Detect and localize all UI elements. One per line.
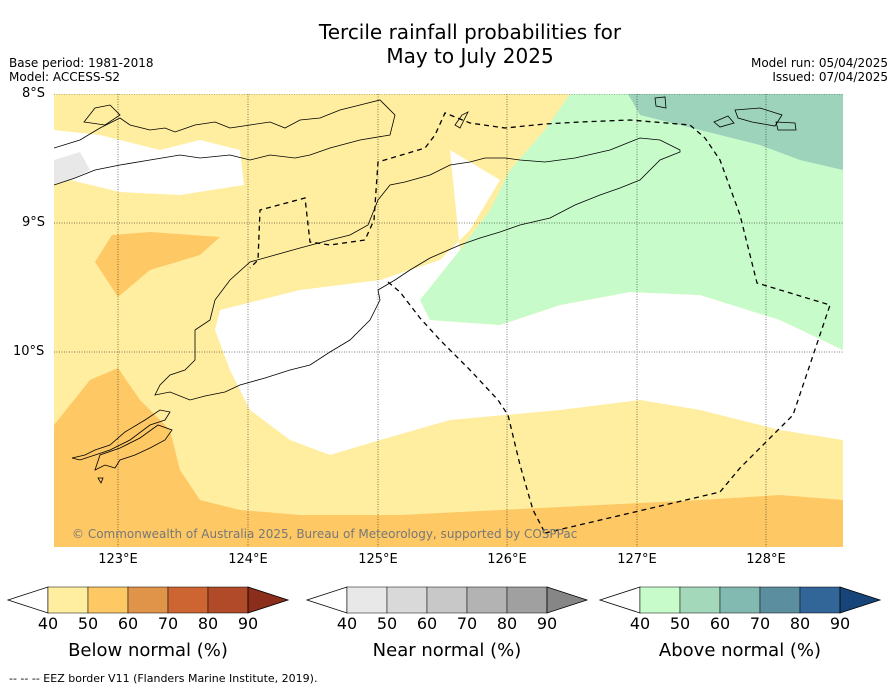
lon-label-126e: 126°E [487, 552, 527, 567]
near-tick-80: 80 [496, 614, 518, 633]
copyright-notice: © Commonwealth of Australia 2025, Bureau… [72, 527, 578, 541]
base-period: Base period: 1981-2018 [9, 56, 154, 70]
colorbar-above-normal [598, 586, 882, 614]
above-tick-70: 70 [749, 614, 771, 633]
no-dominant-region [215, 150, 843, 455]
above-normal-title: Above normal (%) [658, 640, 822, 661]
below-tick-70: 70 [157, 614, 179, 633]
below-tick-40: 40 [37, 614, 59, 633]
map-title: Tercile rainfall probabilities for May t… [0, 20, 896, 68]
below-normal-title: Below normal (%) [68, 640, 228, 661]
lat-label-9s: 9°S [22, 215, 46, 230]
above-normal-50-region [420, 94, 843, 350]
issued-date: Issued: 07/04/2025 [772, 70, 888, 84]
above-normal-60-region [628, 94, 843, 170]
near-tick-70: 70 [456, 614, 478, 633]
run-info: Model run: 05/04/2025 Issued: 07/04/2025 [751, 56, 888, 84]
near-normal-region [54, 152, 90, 185]
above-tick-80: 80 [789, 614, 811, 633]
below-normal-60-blob [95, 232, 220, 297]
no-dominant-region-top [54, 130, 244, 195]
lon-label-127e: 127°E [617, 552, 657, 567]
below-tick-50: 50 [77, 614, 99, 633]
lon-label-125e: 125°E [358, 552, 398, 567]
title-line-1: Tercile rainfall probabilities for [318, 20, 622, 44]
lon-label-128e: 128°E [746, 552, 786, 567]
below-tick-90: 90 [237, 614, 259, 633]
colorbar-below-normal [6, 586, 290, 614]
below-tick-80: 80 [197, 614, 219, 633]
above-tick-50: 50 [669, 614, 691, 633]
colorbar-near-normal [305, 586, 589, 614]
eez-legend: -- -- -- EEZ border V11 (Flanders Marine… [9, 672, 318, 685]
model-name: Model: ACCESS-S2 [9, 70, 121, 84]
near-tick-50: 50 [376, 614, 398, 633]
lat-label-8s: 8°S [22, 86, 46, 101]
near-tick-60: 60 [416, 614, 438, 633]
model-run-date: Model run: 05/04/2025 [750, 56, 888, 70]
above-tick-40: 40 [629, 614, 651, 633]
near-tick-40: 40 [336, 614, 358, 633]
above-tick-60: 60 [709, 614, 731, 633]
title-line-2: May to July 2025 [386, 44, 554, 68]
near-tick-90: 90 [536, 614, 558, 633]
lon-label-124e: 124°E [228, 552, 268, 567]
near-normal-title: Near normal (%) [372, 640, 522, 661]
lat-label-10s: 10°S [13, 344, 45, 359]
lon-label-123e: 123°E [98, 552, 138, 567]
graticule [54, 94, 843, 547]
above-tick-90: 90 [829, 614, 851, 633]
below-normal-60-region [54, 368, 843, 547]
eez-border [249, 112, 831, 534]
model-info: Base period: 1981-2018 Model: ACCESS-S2 [9, 56, 154, 84]
below-tick-60: 60 [117, 614, 139, 633]
